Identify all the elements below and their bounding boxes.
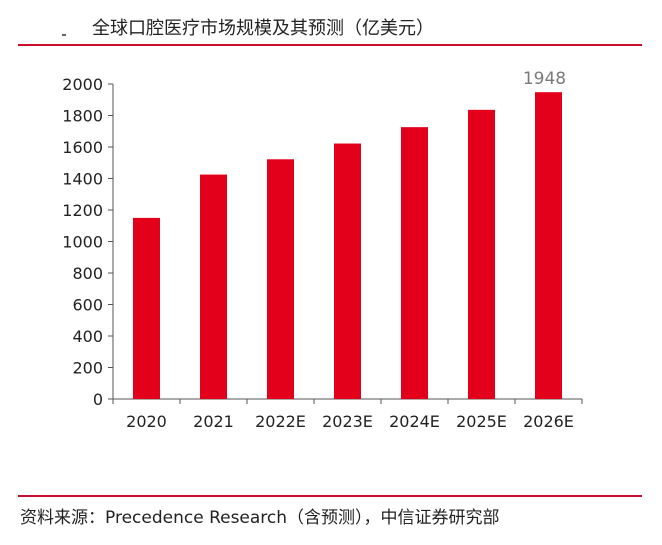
bottom-rule <box>18 495 642 497</box>
bar-2022E <box>267 159 294 399</box>
bar-2021 <box>200 174 227 399</box>
bars <box>133 92 562 399</box>
data-label-2026E: 1948 <box>523 69 566 89</box>
chart-title: 全球口腔医疗市场规模及其预测（亿美元） <box>92 18 434 39</box>
bar-chart: 0 200 400 600 800 1000 1200 1400 1600 1800 2000 20… <box>62 69 583 431</box>
source-note: 资料来源：Precedence Research（含预测），中信证券研究部 <box>20 508 500 528</box>
top-rule <box>18 44 642 46</box>
y-tick-label: 2000 <box>62 75 103 94</box>
y-tick-label: 1600 <box>62 138 103 157</box>
y-tick-label: 1200 <box>62 201 103 220</box>
bar-2026E <box>535 92 562 399</box>
x-tick-label: 2023E <box>322 412 373 431</box>
y-axis: 0 200 400 600 800 1000 1200 1400 1600 1800 2000 <box>62 75 114 409</box>
y-tick-label: 600 <box>72 296 103 315</box>
y-tick-label: 0 <box>93 390 103 409</box>
y-tick-label: 1400 <box>62 170 103 189</box>
y-tick-label: 1000 <box>62 233 103 252</box>
data-labels: 1948 <box>523 69 566 89</box>
y-tick-label: 400 <box>72 327 103 346</box>
x-tick-label: 2022E <box>255 412 306 431</box>
x-tick-label: 2024E <box>389 412 440 431</box>
y-tick-label: 200 <box>72 359 103 378</box>
x-axis: 2020 2021 2022E 2023E 2024E 2025E 2026E <box>112 398 583 431</box>
x-tick-label: 2020 <box>126 412 167 431</box>
x-tick-label: 2021 <box>193 412 234 431</box>
y-tick-label: 1800 <box>62 107 103 126</box>
y-tick-label: 800 <box>72 264 103 283</box>
bar-2025E <box>468 109 495 399</box>
x-tick-label: 2026E <box>523 412 574 431</box>
bar-2024E <box>401 127 428 399</box>
bar-2020 <box>133 217 160 399</box>
bar-2023E <box>334 143 361 399</box>
x-tick-label: 2025E <box>456 412 507 431</box>
title-marker <box>62 34 66 36</box>
